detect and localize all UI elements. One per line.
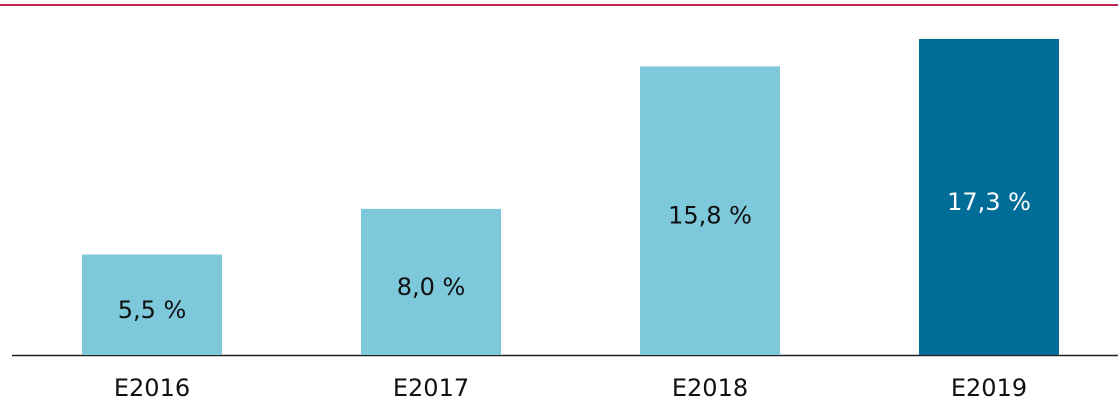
x-tick-label: E2016 <box>114 374 190 402</box>
x-tick-label: E2018 <box>672 374 748 402</box>
bar <box>640 66 780 356</box>
value-label: 8,0 % <box>397 273 466 301</box>
value-label: 17,3 % <box>947 188 1031 216</box>
x-tick-label: E2017 <box>393 374 469 402</box>
value-label: 15,8 % <box>668 202 752 230</box>
bar <box>82 254 222 355</box>
bar <box>919 39 1059 355</box>
bar <box>361 208 501 355</box>
value-label: 5,5 % <box>118 296 187 324</box>
x-tick-label: E2019 <box>951 374 1027 402</box>
